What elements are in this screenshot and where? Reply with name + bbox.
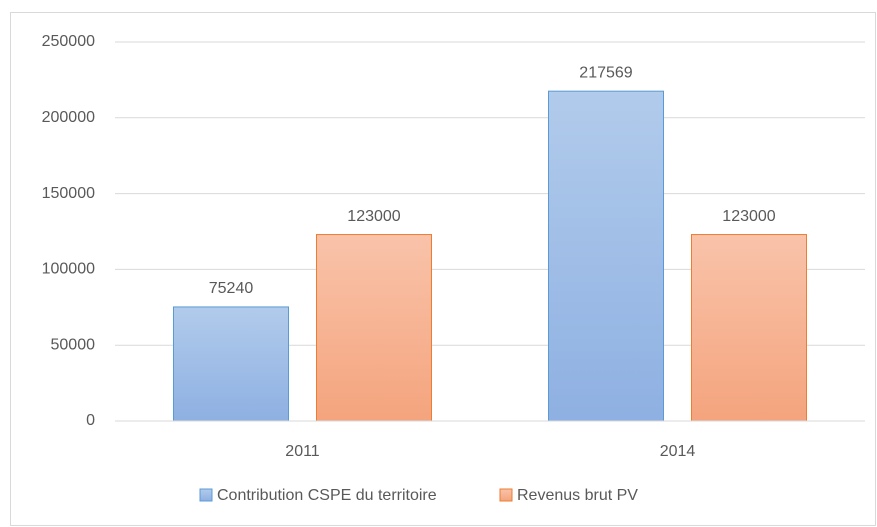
legend-label: Contribution CSPE du territoire [217, 487, 437, 504]
y-tick-label: 0 [86, 412, 95, 429]
y-tick-label: 200000 [42, 109, 95, 126]
bar [691, 234, 807, 422]
y-tick-label: 100000 [42, 261, 95, 278]
data-label: 75240 [209, 280, 254, 297]
bar [316, 234, 432, 422]
bar [548, 90, 664, 422]
y-tick-label: 250000 [42, 33, 95, 50]
legend-label: Revenus brut PV [517, 487, 638, 504]
bar [173, 306, 289, 422]
data-label: 123000 [722, 208, 775, 225]
data-label: 217569 [579, 64, 632, 81]
x-tick-label: 2014 [660, 443, 696, 460]
y-tick-label: 50000 [51, 336, 96, 353]
x-tick-label: 2011 [285, 443, 320, 460]
data-label: 123000 [347, 208, 400, 225]
legend-swatch [499, 488, 513, 502]
legend-swatch [199, 488, 213, 502]
y-tick-label: 150000 [42, 185, 95, 202]
